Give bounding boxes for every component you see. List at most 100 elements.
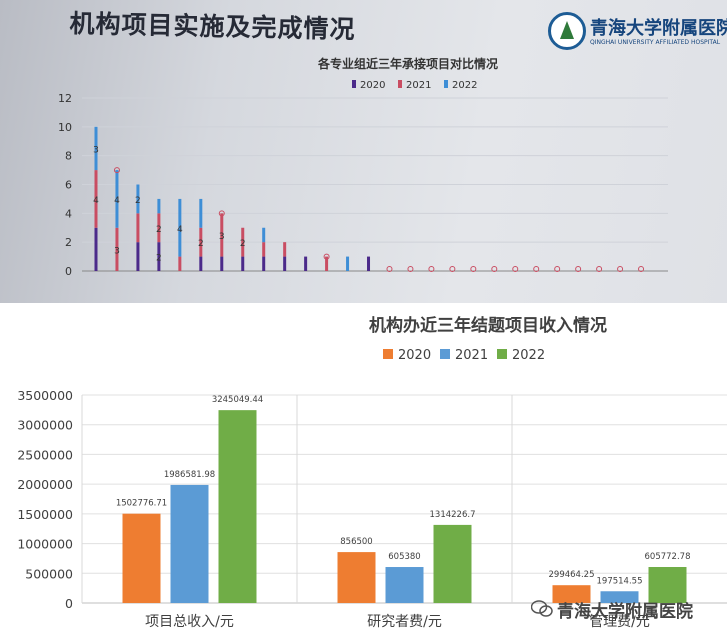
zero-marker — [491, 266, 498, 272]
hospital-logo: 青海大学附属医院 QINGHAI UNIVERSITY AFFILIATED H… — [548, 12, 727, 58]
bar — [648, 566, 687, 603]
bar — [385, 567, 424, 603]
panel-divider — [0, 303, 727, 311]
bar-segment — [241, 227, 245, 257]
bar — [552, 585, 591, 603]
bar-segment — [157, 242, 161, 271]
data-label: 605772.78 — [645, 552, 691, 562]
y-tick-label: 1500000 — [17, 507, 73, 522]
hospital-seal-icon — [548, 12, 586, 50]
data-label: 4 — [93, 196, 99, 206]
chart-title: 各专业组近三年承接项目对比情况 — [317, 56, 498, 71]
legend-swatch — [497, 349, 507, 359]
y-tick-label: 4 — [65, 207, 72, 220]
bar — [433, 524, 472, 603]
zero-marker — [596, 266, 603, 272]
zero-marker — [449, 266, 456, 272]
bar-segment — [199, 256, 203, 271]
zero-marker — [512, 266, 519, 272]
zero-marker — [113, 167, 120, 174]
bar-segment — [94, 170, 98, 228]
bar-segment — [241, 256, 245, 271]
y-tick-label: 1000000 — [17, 537, 73, 552]
legend-swatch — [352, 80, 356, 88]
bar-segment — [262, 227, 266, 243]
x-tick-label: 管理费/元 — [589, 614, 650, 630]
y-tick-label: 10 — [58, 121, 72, 134]
watermark-label: 青海大学附属医院 — [557, 602, 693, 622]
project-count-chart: 0 2 4 6 8 10 12 各专业组近三年承接项目对比情况 2020 2021 2022 4 3 3 4… — [58, 56, 668, 278]
legend-label: 2021 — [455, 348, 488, 363]
legend-label: 2020 — [360, 80, 385, 91]
data-label: 2 — [198, 239, 204, 249]
legend-label: 2021 — [406, 80, 431, 91]
data-label: 197514.55 — [597, 576, 643, 586]
bar — [122, 513, 161, 603]
data-label: 1986581.98 — [164, 470, 215, 480]
data-label: 4 — [177, 225, 183, 235]
bar-segment — [283, 256, 287, 271]
income-chart: 机构办近三年结题项目收入情况 2020 2021 2022 0 500000 1000000… — [17, 315, 727, 630]
bar-segment — [199, 227, 203, 257]
y-tick-label: 12 — [58, 92, 72, 105]
zero-marker — [533, 266, 540, 272]
bar — [218, 410, 257, 603]
bar-segment — [136, 184, 140, 214]
zero-marker — [470, 266, 477, 272]
bar-segment — [157, 213, 161, 243]
data-label: 3 — [114, 246, 120, 256]
x-tick-label: 项目总收入/元 — [145, 614, 234, 630]
zero-marker — [638, 266, 645, 272]
data-label: 2 — [156, 254, 162, 264]
chart-title: 机构办近三年结题项目收入情况 — [369, 315, 607, 336]
bar-segment — [262, 242, 266, 257]
zero-marker — [407, 266, 414, 272]
bar-segment — [157, 198, 161, 214]
legend-swatch — [383, 349, 393, 359]
y-tick-label: 500000 — [25, 566, 73, 581]
data-label: 856500 — [340, 537, 372, 547]
legend-swatch — [444, 80, 448, 88]
logo-text: 青海大学附属医院 — [590, 18, 727, 39]
y-tick-label: 2500000 — [17, 447, 73, 462]
bar-segment — [94, 126, 98, 171]
legend-swatch — [398, 80, 402, 88]
zero-marker — [428, 266, 435, 272]
y-tick-label: 3500000 — [17, 388, 73, 403]
legend-swatch — [440, 349, 450, 359]
bar-segment — [178, 256, 182, 271]
bar-segment — [115, 170, 119, 228]
data-label: 3 — [219, 232, 225, 242]
y-tick-label: 0 — [65, 596, 73, 611]
data-label: 1314226.7 — [430, 510, 476, 520]
legend-label: 2020 — [398, 348, 431, 363]
data-label: 3 — [93, 145, 99, 155]
bar-segment — [304, 256, 308, 271]
bar-segment — [136, 213, 140, 243]
logo-subtext: QINGHAI UNIVERSITY AFFILIATED HOSPITAL — [590, 39, 721, 46]
bar-segment — [115, 227, 119, 271]
data-label: 3245049.44 — [212, 395, 263, 405]
bar-segment — [220, 213, 224, 257]
zero-marker — [323, 253, 330, 260]
y-tick-label: 6 — [65, 179, 72, 192]
bar-segment — [178, 198, 182, 257]
bar-segment — [346, 256, 350, 271]
y-tick-label: 2000000 — [17, 477, 73, 492]
data-label: 2 — [240, 239, 246, 249]
zero-marker — [218, 210, 225, 217]
bar-segment — [199, 198, 203, 228]
bar-segment — [283, 242, 287, 257]
zero-marker — [575, 266, 582, 272]
bar-segment — [94, 227, 98, 271]
zero-marker — [617, 266, 624, 272]
data-label: 299464.25 — [549, 570, 595, 580]
data-label: 605380 — [388, 552, 420, 562]
bar-segment — [325, 256, 329, 271]
bar — [337, 552, 376, 603]
zero-marker — [554, 266, 561, 272]
bar-segment — [220, 256, 224, 271]
data-label: 2 — [135, 196, 141, 206]
data-label: 2 — [156, 225, 162, 235]
data-label: 1502776.71 — [116, 499, 167, 509]
